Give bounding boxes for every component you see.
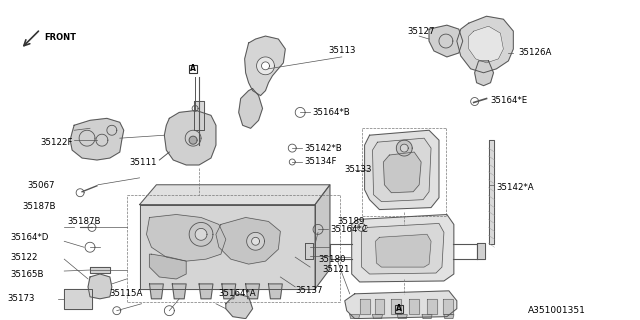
- Polygon shape: [374, 299, 385, 314]
- Text: 35142*A: 35142*A: [497, 183, 534, 192]
- Text: 35127: 35127: [407, 27, 435, 36]
- Polygon shape: [444, 315, 454, 319]
- Polygon shape: [488, 140, 495, 244]
- Text: A: A: [396, 304, 403, 313]
- Text: A: A: [190, 64, 196, 73]
- Text: 35126A: 35126A: [518, 48, 552, 57]
- Text: 35133: 35133: [345, 165, 372, 174]
- Polygon shape: [246, 232, 264, 250]
- Polygon shape: [422, 315, 432, 319]
- Polygon shape: [140, 185, 330, 204]
- Text: 35121: 35121: [322, 265, 349, 274]
- Bar: [396, 305, 403, 313]
- Polygon shape: [376, 234, 431, 267]
- Polygon shape: [468, 26, 504, 63]
- Polygon shape: [457, 16, 513, 73]
- Text: 35122: 35122: [11, 253, 38, 262]
- Text: 35187B: 35187B: [67, 217, 100, 226]
- Polygon shape: [372, 315, 383, 319]
- Polygon shape: [164, 110, 216, 165]
- Polygon shape: [372, 138, 431, 202]
- Polygon shape: [216, 218, 280, 264]
- Polygon shape: [349, 315, 360, 319]
- Polygon shape: [70, 118, 124, 160]
- Text: 35173: 35173: [8, 294, 35, 303]
- Polygon shape: [199, 284, 213, 299]
- Text: A351001351: A351001351: [528, 306, 586, 315]
- Polygon shape: [226, 294, 253, 319]
- Polygon shape: [443, 299, 453, 314]
- Polygon shape: [252, 237, 260, 245]
- Polygon shape: [140, 204, 315, 289]
- Polygon shape: [239, 89, 262, 128]
- Text: 35113: 35113: [328, 46, 356, 55]
- Polygon shape: [397, 315, 407, 319]
- Text: 35137: 35137: [295, 286, 323, 295]
- Polygon shape: [246, 284, 260, 299]
- Polygon shape: [427, 299, 437, 314]
- Text: 35180: 35180: [318, 255, 346, 264]
- Polygon shape: [315, 185, 330, 289]
- Polygon shape: [194, 100, 204, 130]
- Text: 35134F: 35134F: [304, 157, 337, 166]
- Text: 35122F: 35122F: [40, 138, 73, 147]
- Text: 35067: 35067: [28, 181, 55, 190]
- Text: 35115A: 35115A: [110, 289, 143, 298]
- Polygon shape: [305, 243, 313, 259]
- Polygon shape: [352, 214, 454, 282]
- Text: 35165B: 35165B: [11, 269, 44, 278]
- Text: 35164*E: 35164*E: [490, 96, 528, 105]
- Text: 35111: 35111: [129, 158, 156, 167]
- Polygon shape: [400, 144, 408, 152]
- Text: 35164*C: 35164*C: [330, 225, 367, 234]
- Text: 35164*B: 35164*B: [312, 108, 350, 117]
- Polygon shape: [64, 289, 92, 309]
- Polygon shape: [172, 284, 186, 299]
- Polygon shape: [90, 267, 110, 273]
- Polygon shape: [150, 284, 163, 299]
- Polygon shape: [345, 291, 457, 319]
- Text: 35189: 35189: [338, 217, 365, 226]
- Polygon shape: [477, 243, 484, 259]
- Polygon shape: [257, 57, 275, 75]
- Polygon shape: [365, 130, 439, 210]
- Text: 35164*A: 35164*A: [219, 289, 257, 298]
- Polygon shape: [392, 299, 401, 314]
- Text: FRONT: FRONT: [44, 33, 76, 42]
- Polygon shape: [189, 136, 197, 144]
- Polygon shape: [195, 228, 207, 240]
- Polygon shape: [147, 214, 226, 261]
- Polygon shape: [244, 36, 285, 96]
- Bar: [189, 65, 197, 73]
- Polygon shape: [362, 223, 444, 274]
- Polygon shape: [383, 152, 421, 193]
- Polygon shape: [268, 284, 282, 299]
- Polygon shape: [396, 140, 412, 156]
- Text: 35187B: 35187B: [22, 202, 56, 211]
- Polygon shape: [222, 284, 236, 299]
- Polygon shape: [88, 274, 112, 299]
- Text: 35164*D: 35164*D: [11, 233, 49, 242]
- Text: 35142*B: 35142*B: [304, 144, 342, 153]
- Polygon shape: [409, 299, 419, 314]
- Polygon shape: [360, 299, 369, 314]
- Polygon shape: [150, 254, 186, 279]
- Polygon shape: [475, 61, 493, 86]
- Polygon shape: [262, 62, 269, 70]
- Polygon shape: [189, 222, 213, 246]
- Polygon shape: [429, 25, 463, 57]
